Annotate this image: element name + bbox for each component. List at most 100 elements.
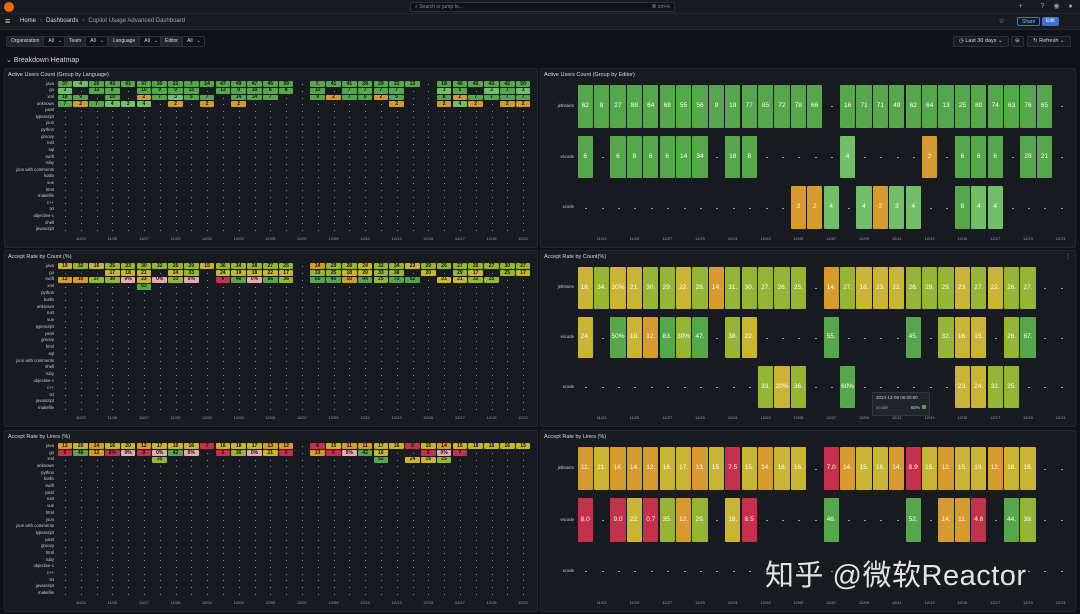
heatmap-cell[interactable]: 47 [215,81,231,88]
heatmap-cell[interactable]: 14. [823,266,839,309]
heatmap-cell[interactable]: 29 [373,81,389,88]
heatmap-cell[interactable]: 2 [73,101,89,108]
heatmap-cell[interactable]: 8.0 [577,498,593,542]
heatmap-cell[interactable]: 25 [278,263,294,270]
heatmap-cell[interactable]: 26. [774,266,790,309]
heatmap-cell[interactable]: 14 [89,443,104,450]
heatmap-cell[interactable]: 18. [856,266,872,309]
heatmap-cell[interactable]: 45 [326,276,341,283]
heatmap-cell[interactable]: 2 [168,101,183,108]
heatmap-cell[interactable]: 8 [104,88,120,94]
heatmap-cell[interactable]: 37 [57,81,73,88]
heatmap-cell[interactable]: 7 [468,94,484,101]
heatmap-cell[interactable]: 10 [136,88,152,94]
heatmap-cell[interactable]: 22 [262,270,278,277]
heatmap-cell[interactable]: 45 [468,81,484,88]
heatmap-cell[interactable]: 66 [807,85,823,128]
heatmap-cell[interactable]: 5 [452,88,468,94]
heatmap-cell[interactable]: 25 [104,263,120,270]
heatmap-cell[interactable]: 20% [774,366,790,409]
heatmap-cell[interactable]: 19 [231,270,247,277]
heatmap-cell[interactable]: 6 [577,135,593,179]
heatmap-cell[interactable]: 4 [971,186,987,229]
heatmap-cell[interactable]: 13 [57,443,73,450]
heatmap-cell[interactable]: 27. [757,266,774,309]
heatmap-cell[interactable]: 11 [357,443,373,450]
heatmap-cell[interactable]: 7 [373,88,389,94]
heatmap-cell[interactable]: 22. [626,498,643,542]
heatmap-cell[interactable]: 14 [199,81,215,88]
heatmap-cell[interactable]: 2 [199,101,215,108]
heatmap-cell[interactable]: 19. [971,447,987,491]
heatmap-cell[interactable]: 32 [468,276,484,283]
heatmap-cell[interactable]: 33 [373,270,389,277]
heatmap-cell[interactable]: 21. [626,266,643,309]
heatmap-cell[interactable]: 7 [389,88,405,94]
heatmap-cell[interactable]: 20 [120,443,136,450]
heatmap-cell[interactable]: 14 [247,94,262,101]
heatmap-cell[interactable]: 10 [310,88,326,94]
heatmap-cell[interactable]: 0% [120,276,136,283]
heatmap-cell[interactable]: 20 [357,270,373,277]
heatmap-cell[interactable]: 25 [484,276,499,283]
heatmap-cell[interactable]: 65 [310,276,326,283]
menu-icon[interactable]: ≡ [5,16,11,26]
heatmap-cell[interactable]: 23. [954,366,971,409]
heatmap-cell[interactable]: 15 [515,443,531,450]
heatmap-cell[interactable]: 3 [436,88,452,94]
heatmap-cell[interactable]: 43 [104,81,120,88]
heatmap-cell[interactable]: 7 [515,94,531,101]
heatmap-cell[interactable]: 7 [89,101,104,108]
heatmap-cell[interactable]: 25 [373,276,389,283]
heatmap-cell[interactable]: 7 [199,94,215,101]
heatmap-cell[interactable]: 24 [405,456,420,463]
heatmap-cell[interactable]: 15. [708,447,725,491]
heatmap-cell[interactable]: 8 [954,186,971,229]
heatmap-cell[interactable]: 27 [452,263,468,270]
heatmap-cell[interactable]: 68 [659,85,675,128]
heatmap-cell[interactable]: 29 [420,263,436,270]
heatmap-cell[interactable]: 63 [136,283,152,290]
heatmap-cell[interactable]: 33 [168,276,183,283]
heatmap-cell[interactable]: 16 [183,443,199,450]
heatmap-cell[interactable]: 62 [577,85,593,128]
heatmap-cell[interactable]: 7 [199,443,215,450]
heatmap-cell[interactable]: 16 [89,263,104,270]
heatmap-cell[interactable]: 18 [168,443,183,450]
heatmap-cell[interactable]: 17 [152,443,168,450]
heatmap-cell[interactable]: 2 [389,101,405,108]
avatar[interactable]: ● [1068,3,1073,10]
heatmap-cell[interactable]: 6 [954,135,971,179]
heatmap-cell[interactable]: 14 [231,94,247,101]
heatmap-cell[interactable]: 41 [326,81,341,88]
heatmap-cell[interactable]: 85 [757,85,774,128]
heatmap-cell[interactable]: 9 [152,88,168,94]
heatmap-cell[interactable]: 21 [452,276,468,283]
heatmap-cell[interactable]: 42 [499,81,515,88]
heatmap-cell[interactable]: 20 [89,81,104,88]
heatmap-cell[interactable]: 15 [199,263,215,270]
heatmap-cell[interactable]: 39. [1020,498,1036,542]
heatmap-cell[interactable]: 5 [357,94,373,101]
heatmap-cell[interactable]: 14. [626,447,643,491]
heatmap-cell[interactable]: 3 [57,88,73,94]
heatmap-cell[interactable]: 33 [310,270,326,277]
heatmap-cell[interactable]: 27. [971,266,987,309]
heatmap-cell[interactable]: 32 [152,263,168,270]
heatmap-cell[interactable]: 65 [1036,85,1053,128]
heatmap-cell[interactable]: 42 [168,450,183,456]
heatmap-cell[interactable]: 7 [341,94,357,101]
heatmap-cell[interactable]: 18 [484,443,499,450]
heatmap-cell[interactable]: 4 [823,186,839,229]
heatmap-cell[interactable]: 0% [183,276,199,283]
heatmap-cell[interactable]: 9 [231,88,247,94]
heatmap-cell[interactable]: 83. [659,316,675,359]
heatmap-cell[interactable]: 12. [938,447,954,491]
heatmap-cell[interactable]: 17. [675,447,692,491]
heatmap-cell[interactable]: 50 [515,81,531,88]
heatmap-cell[interactable]: 29 [452,270,468,277]
heatmap-cell[interactable]: 13 [405,81,420,88]
heatmap-cell[interactable]: 2 [373,94,389,101]
heatmap-cell[interactable]: 7 [341,88,357,94]
heatmap-cell[interactable]: 4.6 [971,498,987,542]
